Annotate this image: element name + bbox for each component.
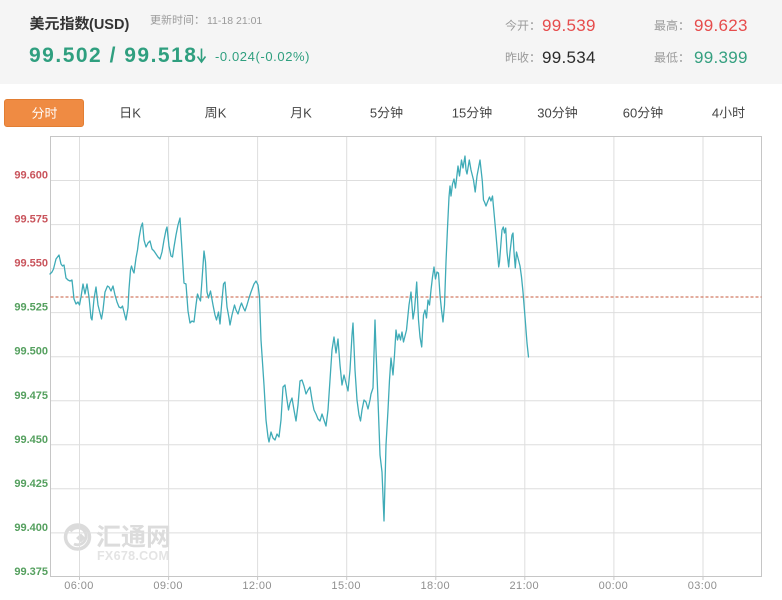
- svg-text:99.525: 99.525: [14, 302, 48, 314]
- svg-text:99.475: 99.475: [14, 390, 48, 402]
- svg-text:99.575: 99.575: [14, 214, 48, 226]
- svg-text:12:00: 12:00: [242, 580, 272, 592]
- svg-text:99.400: 99.400: [14, 522, 48, 534]
- svg-text:(USD): (USD): [89, 17, 129, 33]
- svg-text:99.550: 99.550: [14, 258, 48, 270]
- svg-text:15: 15: [452, 105, 466, 120]
- svg-text:99.450: 99.450: [14, 434, 48, 446]
- svg-text:03:00: 03:00: [688, 580, 718, 592]
- svg-text:11-18 21:01: 11-18 21:01: [207, 15, 262, 27]
- svg-text:99.502 / 99.518: 99.502 / 99.518: [29, 44, 197, 67]
- svg-text:99.425: 99.425: [14, 478, 48, 490]
- svg-text:09:00: 09:00: [153, 580, 183, 592]
- svg-text:60: 60: [623, 105, 637, 120]
- svg-text:5: 5: [370, 105, 377, 120]
- svg-text:4: 4: [712, 105, 719, 120]
- svg-text:06:00: 06:00: [64, 580, 94, 592]
- svg-text:99.623: 99.623: [694, 16, 748, 35]
- svg-text:FX678.COM: FX678.COM: [97, 549, 169, 563]
- svg-text:99.539: 99.539: [542, 16, 596, 35]
- svg-text:18:00: 18:00: [421, 580, 451, 592]
- svg-text:K: K: [303, 105, 312, 120]
- svg-text:00:00: 00:00: [599, 580, 629, 592]
- svg-text:99.534: 99.534: [542, 48, 596, 67]
- svg-text:99.375: 99.375: [14, 566, 48, 578]
- svg-text:K: K: [218, 105, 227, 120]
- svg-text:99.500: 99.500: [14, 346, 48, 358]
- svg-text:15:00: 15:00: [331, 580, 361, 592]
- svg-text:21:00: 21:00: [510, 580, 540, 592]
- svg-text:99.399: 99.399: [694, 48, 748, 67]
- svg-text:-0.024(-0.02%): -0.024(-0.02%): [215, 49, 310, 64]
- svg-text:99.600: 99.600: [14, 170, 48, 182]
- svg-text:K: K: [132, 105, 141, 120]
- svg-text:30: 30: [537, 105, 551, 120]
